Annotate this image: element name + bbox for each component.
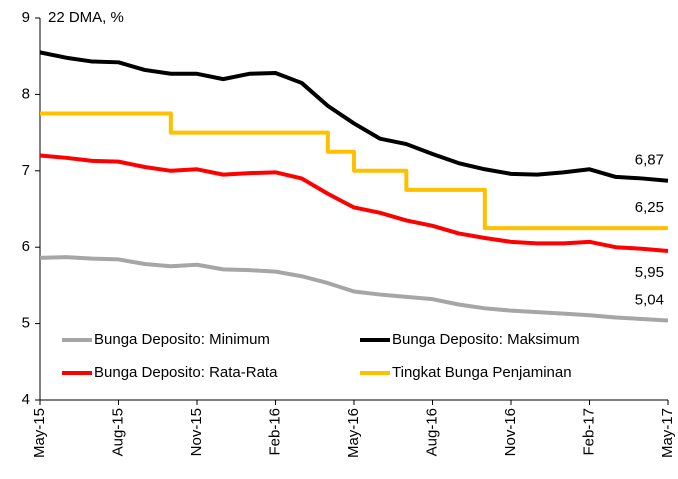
y-tick-label: 5 (22, 315, 30, 332)
x-tick-label: May-16 (345, 408, 362, 458)
x-tick-label: May-17 (659, 408, 676, 458)
y-tick-label: 6 (22, 238, 30, 255)
data-label: 5,95 (635, 264, 664, 281)
x-tick-label: Aug-15 (109, 408, 126, 456)
data-label: 6,87 (635, 152, 664, 169)
legend-label: Bunga Deposito: Rata-Rata (94, 364, 278, 381)
line-series (39, 50, 669, 183)
legend-label: Bunga Deposito: Minimum (94, 331, 270, 348)
x-tick-label: Nov-15 (188, 408, 205, 456)
x-tick-label: Aug-16 (423, 408, 440, 456)
legend-label: Bunga Deposito: Maksimum (392, 331, 580, 348)
x-tick-label: Nov-16 (502, 408, 519, 456)
line-series (39, 255, 669, 323)
y-tick-label: 9 (22, 9, 30, 26)
y-axis-label: 22 DMA, % (48, 9, 124, 26)
x-tick-label: Feb-16 (266, 408, 283, 456)
y-tick-label: 4 (22, 391, 30, 408)
legend-label: Tingkat Bunga Penjaminan (392, 364, 572, 381)
line-series (40, 111, 668, 231)
x-tick-label: Feb-17 (580, 408, 597, 456)
x-tick-label: May-15 (31, 408, 48, 458)
y-tick-label: 8 (22, 85, 30, 102)
data-label: 6,25 (635, 199, 664, 216)
data-label: 5,04 (635, 292, 664, 309)
line-series (39, 153, 669, 254)
y-tick-label: 7 (22, 162, 30, 179)
